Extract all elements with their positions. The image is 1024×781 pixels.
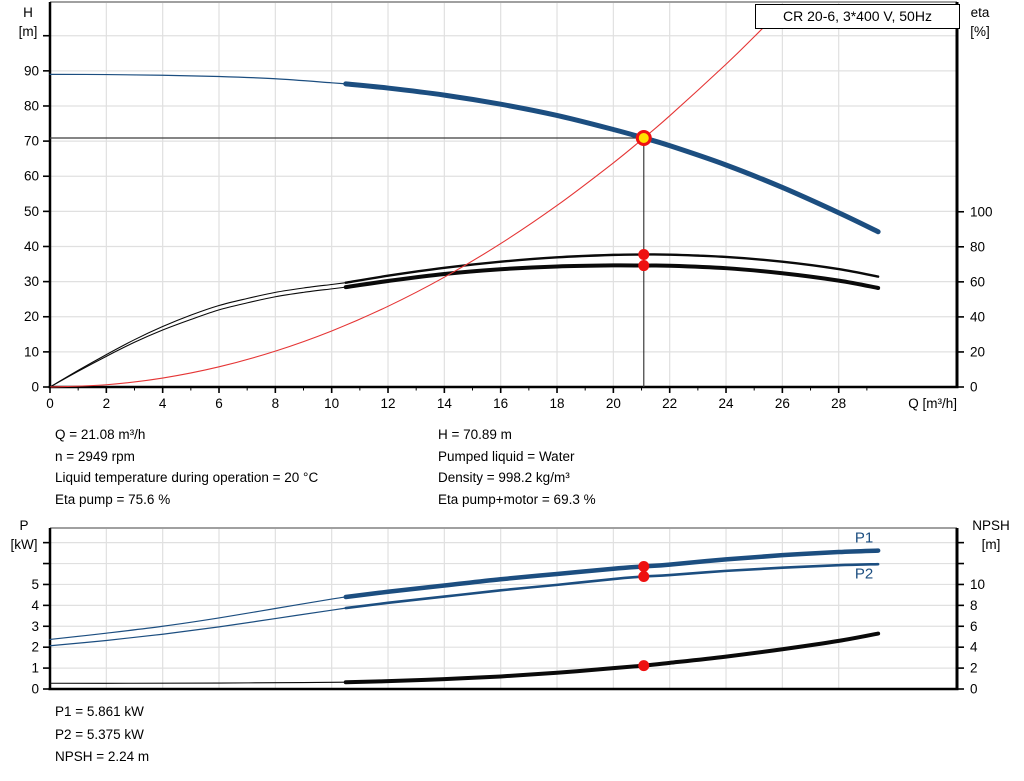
tick-label: 60 [24,169,39,184]
tick-label: 10 [24,344,39,359]
operating-data-right: H = 70.89 m Pumped liquid = Water Densit… [438,424,596,510]
tick-label: 6 [970,619,978,634]
tick-label: 4 [159,396,167,411]
npsh-axis-title: NPSH [m] [960,516,1022,554]
tick-label: 50 [24,204,39,219]
tick-label: 30 [24,274,39,289]
info-line-eta-pump: Eta pump = 75.6 % [55,491,171,507]
p2-curve-thin [49,607,347,647]
head-curve-thin [49,73,347,85]
info-line-p2: P2 = 5.375 kW [55,726,144,742]
tick-label: 2 [103,396,111,411]
npsh-axis-title-line2: [m] [981,537,1001,552]
tick-label: 8 [970,598,978,613]
tick-label: 18 [550,396,565,411]
tick-label: 10 [324,396,339,411]
info-line-liquid: Pumped liquid = Water [438,448,575,464]
npsh-curve-thin [49,681,347,684]
p2-point [638,571,650,583]
power-data: P1 = 5.861 kW P2 = 5.375 kW NPSH = 2.24 … [55,701,149,769]
p-axis-title-line1: P [19,518,29,533]
eta-axis-title-line1: eta [970,5,990,20]
p1-curve-thin [49,596,347,641]
eta-pump-curve [344,253,880,284]
tick-label: 5 [31,577,39,592]
tick-label: 0 [46,396,54,411]
q-axis-title: Q [m³/h] [908,396,957,411]
tick-label: 8 [272,396,280,411]
tick-label: 80 [970,239,985,254]
p2-curve [344,562,880,610]
tick-label: 0 [970,682,978,697]
tick-label: 1 [31,661,39,676]
head-curve [343,81,881,235]
tick-label: 20 [970,344,985,359]
info-line-density: Density = 998.2 kg/m³ [438,470,570,485]
tick-label: 60 [970,274,985,289]
h-axis-title-line1: H [23,5,33,20]
tick-label: 12 [380,396,395,411]
eta-axis-title: eta [%] [958,3,1002,41]
tick-label: 14 [437,396,453,411]
eta-pump-motor-point [638,260,650,272]
h-axis-title-line2: [m] [18,24,38,39]
tick-label: 0 [31,380,39,395]
npsh-curve [343,631,881,685]
eta-axis-title-line2: [%] [970,24,990,39]
tick-label: 20 [24,309,39,324]
curve-label-p1: P1 [855,529,873,546]
curve-label-p2: P2 [855,566,873,583]
tick-label: 6 [215,396,223,411]
info-line-npsh: NPSH = 2.24 m [55,749,150,764]
p-axis-title-line2: [kW] [10,537,38,552]
operating-data-left: Q = 21.08 m³/h n = 2949 rpm Liquid tempe… [55,424,318,510]
duty-point [635,129,652,146]
info-line-temperature: Liquid temperature during operation = 20… [55,470,319,485]
info-line-q: Q = 21.08 m³/h [55,427,146,442]
p1-point [638,560,650,572]
power-npsh-chart: 0 1 2 3 4 5 0 2 4 6 8 10 P1 P2 [31,527,985,697]
tick-label: 24 [719,396,735,411]
tick-label: 40 [970,309,985,324]
info-line-speed: n = 2949 rpm [55,448,135,464]
info-line-p1: P1 = 5.861 kW [55,704,144,719]
tick-label: 22 [662,396,677,411]
tick-label: 40 [24,239,39,254]
npsh-point [638,660,650,672]
tick-label: 26 [775,396,790,411]
tick-label: 90 [24,63,39,78]
tick-label: 28 [831,396,846,411]
tick-label: 4 [31,598,39,613]
pump-title-box: CR 20-6, 3*400 V, 50Hz [755,4,960,29]
tick-label: 20 [606,396,621,411]
tick-label: 100 [970,204,993,219]
eta-pump-curve-thin [49,282,347,388]
eta-pump-motor-curve [343,263,881,290]
tick-label: 2 [31,640,39,655]
tick-label: 70 [24,134,39,149]
h-axis-title: H [m] [10,3,46,41]
eta-pump-point [638,249,650,261]
tick-label: 16 [493,396,508,411]
tick-label: 0 [970,380,978,395]
system-curve [49,9,782,388]
npsh-axis-title-line1: NPSH [972,518,1010,533]
tick-label: 10 [970,577,985,592]
info-line-eta-total: Eta pump+motor = 69.3 % [438,491,596,507]
p-axis-title: P [kW] [3,516,45,554]
eta-pump-motor-curve-thin [49,286,347,388]
tick-label: 4 [970,640,978,655]
info-line-head: H = 70.89 m [438,427,512,442]
pump-title: CR 20-6, 3*400 V, 50Hz [783,8,932,24]
tick-label: 0 [31,682,39,697]
tick-label: 3 [31,619,39,634]
p1-curve [343,548,881,600]
tick-label: 2 [970,661,978,676]
tick-label: 80 [24,98,39,113]
